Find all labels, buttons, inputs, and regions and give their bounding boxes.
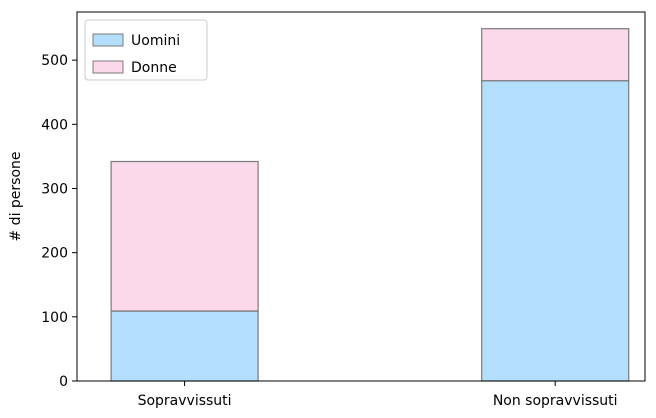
bar-donne-sopravvissuti — [110, 160, 259, 312]
plot-frame — [76, 11, 646, 382]
legend-swatch-donne — [92, 60, 124, 74]
bar-donne-non-sopravvissuti — [481, 28, 630, 82]
y-axis: 0 100 200 300 400 500 — [41, 53, 77, 390]
y-tick-label: 200 — [41, 246, 68, 262]
bar-uomini-sopravvissuti — [110, 310, 259, 382]
y-tick-label: 100 — [41, 310, 68, 326]
x-tick-label: Non sopravvissuti — [493, 393, 618, 409]
y-axis-label: # di persone — [8, 151, 24, 241]
bars — [110, 28, 630, 382]
x-tick-label: Sopravvissuti — [138, 393, 232, 409]
bar-uomini-non-sopravvissuti — [481, 80, 630, 382]
legend-label-uomini: Uomini — [131, 33, 180, 49]
y-tick-label: 0 — [59, 374, 68, 390]
y-tick-label: 300 — [41, 181, 68, 197]
legend-swatch-uomini — [92, 33, 124, 47]
x-axis: Sopravvissuti Non sopravvissuti — [138, 381, 618, 409]
y-tick-label: 400 — [41, 117, 68, 133]
legend: Uomini Donne — [84, 19, 208, 81]
y-tick-label: 500 — [41, 53, 68, 69]
legend-label-donne: Donne — [131, 60, 177, 76]
